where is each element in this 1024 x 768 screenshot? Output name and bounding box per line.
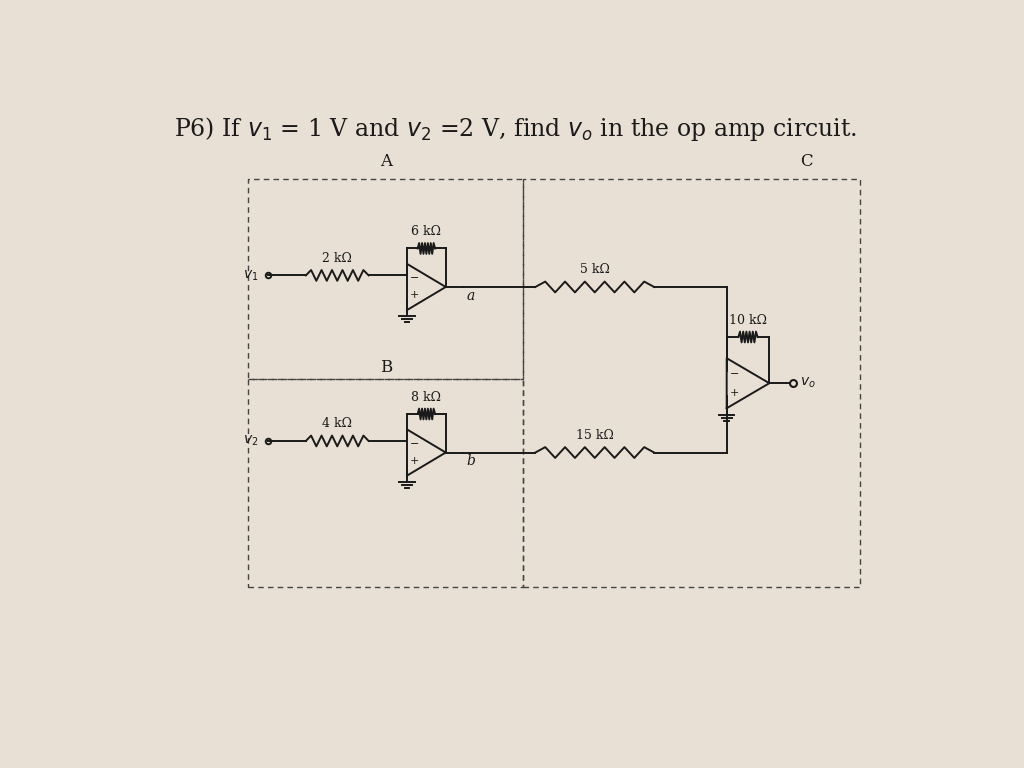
Text: $v_2$: $v_2$ bbox=[243, 434, 258, 449]
Text: b: b bbox=[467, 454, 475, 468]
Text: 8 kΩ: 8 kΩ bbox=[412, 391, 441, 404]
Text: 15 kΩ: 15 kΩ bbox=[575, 429, 613, 442]
Text: 10 kΩ: 10 kΩ bbox=[729, 314, 767, 327]
Text: 4 kΩ: 4 kΩ bbox=[323, 417, 352, 430]
Text: P6) If $v_1$ = 1 V and $v_2$ =2 V, find $v_o$ in the op amp circuit.: P6) If $v_1$ = 1 V and $v_2$ =2 V, find … bbox=[174, 115, 858, 143]
Text: C: C bbox=[800, 153, 812, 170]
Text: 2 kΩ: 2 kΩ bbox=[323, 252, 352, 265]
Text: $v_o$: $v_o$ bbox=[801, 376, 816, 390]
Text: +: + bbox=[410, 456, 420, 466]
Text: A: A bbox=[380, 153, 392, 170]
Text: +: + bbox=[730, 388, 739, 398]
Text: −: − bbox=[410, 439, 420, 449]
Text: −: − bbox=[730, 369, 739, 379]
Text: 5 kΩ: 5 kΩ bbox=[580, 263, 609, 276]
Text: −: − bbox=[410, 273, 420, 283]
Text: B: B bbox=[380, 359, 392, 376]
Text: 6 kΩ: 6 kΩ bbox=[412, 226, 441, 238]
Text: +: + bbox=[410, 290, 420, 300]
Text: $v_1$: $v_1$ bbox=[243, 268, 258, 283]
Text: a: a bbox=[467, 289, 475, 303]
